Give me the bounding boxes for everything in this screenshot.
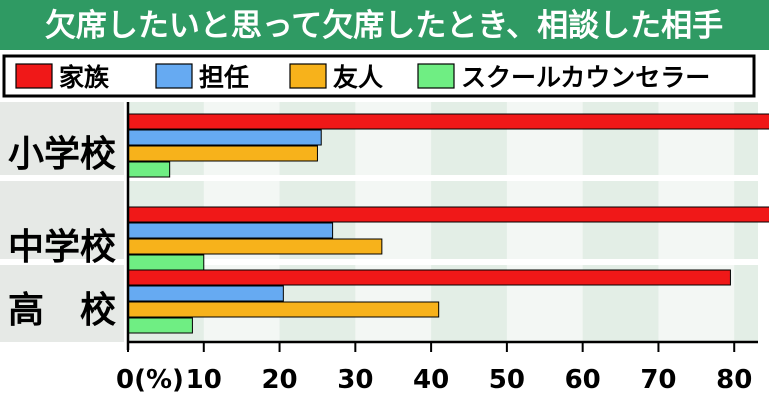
bar-2-2	[127, 222, 334, 239]
category-label-bg-2	[0, 181, 124, 259]
chart-title: 欠席したいと思って欠席したとき、相談した相手	[45, 8, 723, 44]
category-label-2: 中学校	[8, 226, 116, 268]
x-tick-label-5: 40	[413, 365, 449, 395]
bar-2-1	[127, 206, 769, 223]
legend-label-3: 友人	[333, 63, 383, 92]
bar-3-3	[127, 301, 440, 318]
bar-3-1	[127, 269, 731, 286]
x-tick-label-9: 80	[716, 365, 752, 395]
x-tick-label-4: 30	[337, 365, 373, 395]
legend-swatch-4	[417, 63, 455, 89]
legend-swatch-3	[289, 63, 327, 89]
category-label-bg-1	[0, 102, 124, 175]
category-separator-1	[0, 175, 758, 181]
bar-3-4	[127, 317, 193, 334]
bar-1-4	[127, 161, 171, 178]
x-tick-label-1: 0(%)	[116, 365, 184, 395]
category-label-3: 高 校	[8, 290, 116, 331]
x-tick-label-3: 20	[261, 365, 297, 395]
legend-swatch-1	[15, 63, 53, 89]
bar-3-2	[127, 285, 284, 302]
legend-label-4: スクールカウンセラー	[461, 63, 710, 92]
legend-swatch-2	[155, 63, 193, 89]
legend-label-2: 担任	[199, 63, 249, 92]
title-bar	[0, 0, 769, 50]
legend-box	[2, 54, 756, 98]
bar-1-2	[127, 129, 322, 146]
x-tick-label-8: 70	[640, 365, 676, 395]
x-tick-label-7: 60	[565, 365, 601, 395]
bar-1-1	[127, 113, 769, 130]
category-label-bg-3	[0, 265, 124, 342]
category-label-1: 小学校	[8, 133, 116, 175]
x-tick-label-2: 10	[186, 365, 222, 395]
legend: 家族 担任 友人 スクールカウンセラー	[15, 63, 710, 92]
category-separator-2	[0, 259, 758, 265]
x-tick-label-6: 50	[489, 365, 525, 395]
bar-2-4	[127, 254, 205, 271]
bar-1-3	[127, 145, 318, 162]
legend-label-1: 家族	[59, 63, 110, 92]
bar-2-3	[127, 238, 383, 255]
